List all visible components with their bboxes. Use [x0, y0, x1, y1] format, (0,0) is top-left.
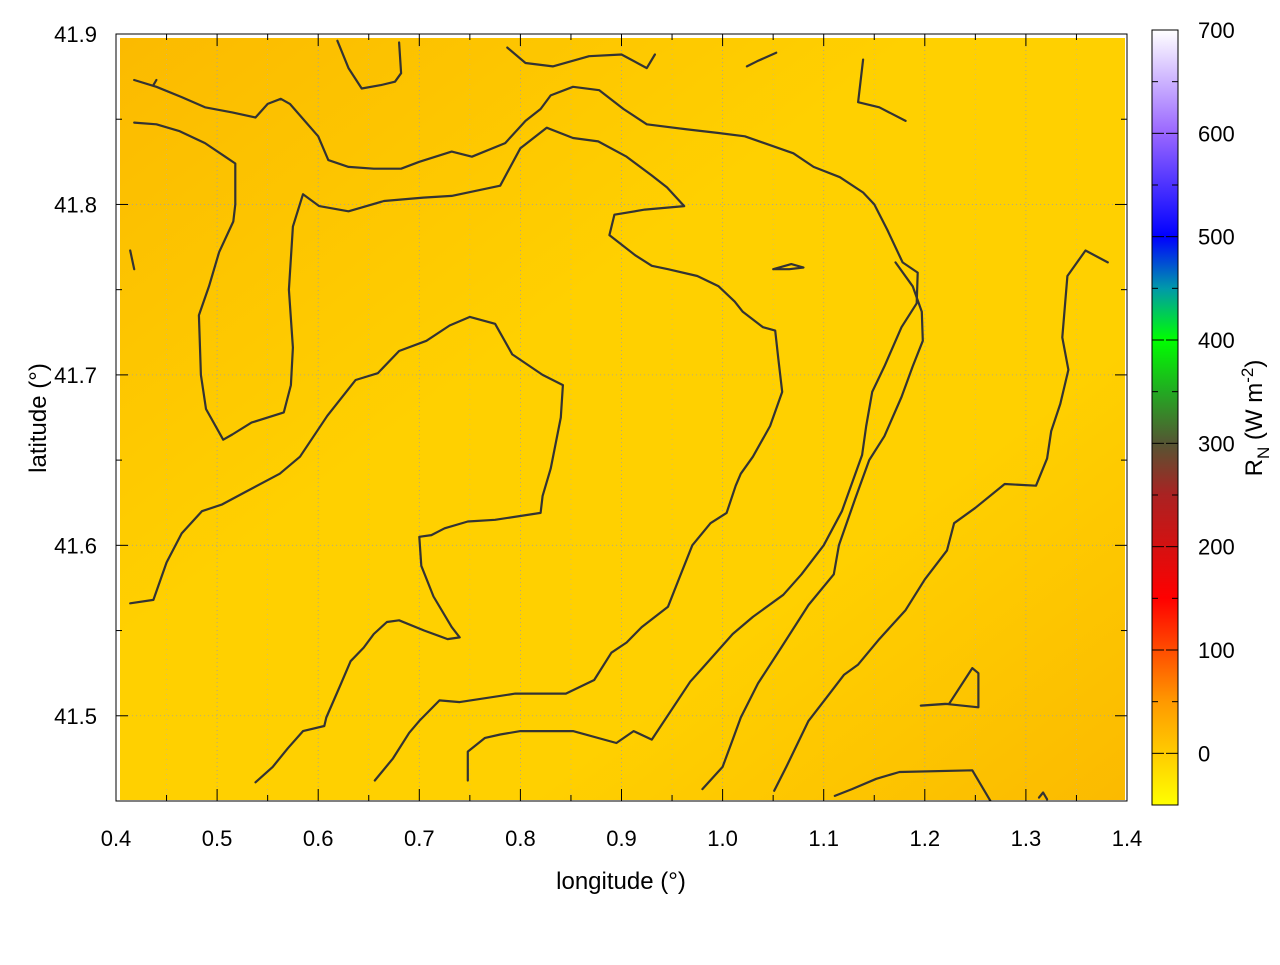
contour-line: [833, 769, 992, 801]
y-tick-label: 41.7: [54, 363, 97, 388]
colorbar-tick-label: 500: [1198, 225, 1235, 250]
x-tick-label: 1.1: [808, 826, 839, 851]
colorbar-tick-label: 100: [1198, 638, 1235, 663]
contour-line: [129, 249, 136, 271]
colorbar-label-close: ): [1241, 360, 1268, 368]
contour-line: [856, 58, 907, 123]
contour-line: [919, 666, 980, 709]
x-tick-label: 0.7: [404, 826, 435, 851]
contour-lines: [129, 39, 1109, 801]
contour-line: [772, 263, 805, 271]
contour-line: [152, 78, 158, 87]
colorbar-tick-label: 400: [1198, 328, 1235, 353]
colorbar-ticks: [1152, 29, 1178, 754]
colorbar-frame: [1151, 29, 1179, 806]
contour-line: [745, 51, 778, 68]
x-tick-labels: 0.4 0.5 0.6 0.7 0.8 0.9 1.0 1.1 1.2 1.3 1.4: [101, 826, 1143, 851]
colorbar-tick-label: 300: [1198, 431, 1235, 456]
colorbar-tick-label: 600: [1198, 121, 1235, 146]
contour-line: [701, 261, 924, 791]
colorbar-tick-labels: 0 100 200 300 400 500 600 700: [1198, 18, 1235, 766]
colorbar-label-unit: (W m: [1241, 383, 1268, 447]
colorbar-label-sup: -2: [1238, 368, 1257, 383]
y-tick-labels: 41.5 41.6 41.7 41.8 41.9: [54, 22, 97, 729]
x-tick-label: 1.3: [1011, 826, 1042, 851]
y-tick-label: 41.5: [54, 704, 97, 729]
y-tick-label: 41.8: [54, 192, 97, 217]
x-tick-label: 1.2: [910, 826, 941, 851]
x-tick-label: 0.5: [202, 826, 233, 851]
heatmap-field-surface: [120, 38, 1125, 800]
x-tick-label: 1.4: [1112, 826, 1143, 851]
colorbar-tick-label: 700: [1198, 18, 1235, 43]
x-tick-label: 0.9: [606, 826, 637, 851]
contour-line: [133, 121, 784, 782]
contour-line: [336, 39, 403, 90]
colorbar-label: RN (W m-2): [1238, 360, 1273, 477]
axis-ticks: [115, 33, 1128, 802]
x-tick-label: 0.8: [505, 826, 536, 851]
contour-line: [1037, 791, 1049, 801]
y-tick-label: 41.6: [54, 533, 97, 558]
x-axis-label: longitude (°): [556, 868, 686, 895]
contour-line: [773, 249, 1109, 792]
y-axis-label: latitude (°): [25, 363, 52, 473]
x-tick-label: 0.6: [303, 826, 334, 851]
colorbar: 0 100 200 300 400 500 600 700 RN (W m-2): [1151, 18, 1273, 806]
contour-line: [506, 46, 657, 70]
contour-line: [133, 78, 919, 782]
contour-line: [129, 315, 565, 784]
heatmap-field: [116, 34, 1127, 801]
x-tick-label: 1.0: [707, 826, 738, 851]
colorbar-label-main: R: [1241, 459, 1268, 476]
colorbar-tick-label: 0: [1198, 741, 1210, 766]
colorbar-tick-label: 200: [1198, 535, 1235, 560]
grid-lines: [116, 34, 1127, 801]
x-tick-label: 0.4: [101, 826, 132, 851]
colorbar-gradient: [1152, 30, 1178, 805]
y-tick-label: 41.9: [54, 22, 97, 47]
colorbar-label-sub: N: [1254, 447, 1273, 459]
